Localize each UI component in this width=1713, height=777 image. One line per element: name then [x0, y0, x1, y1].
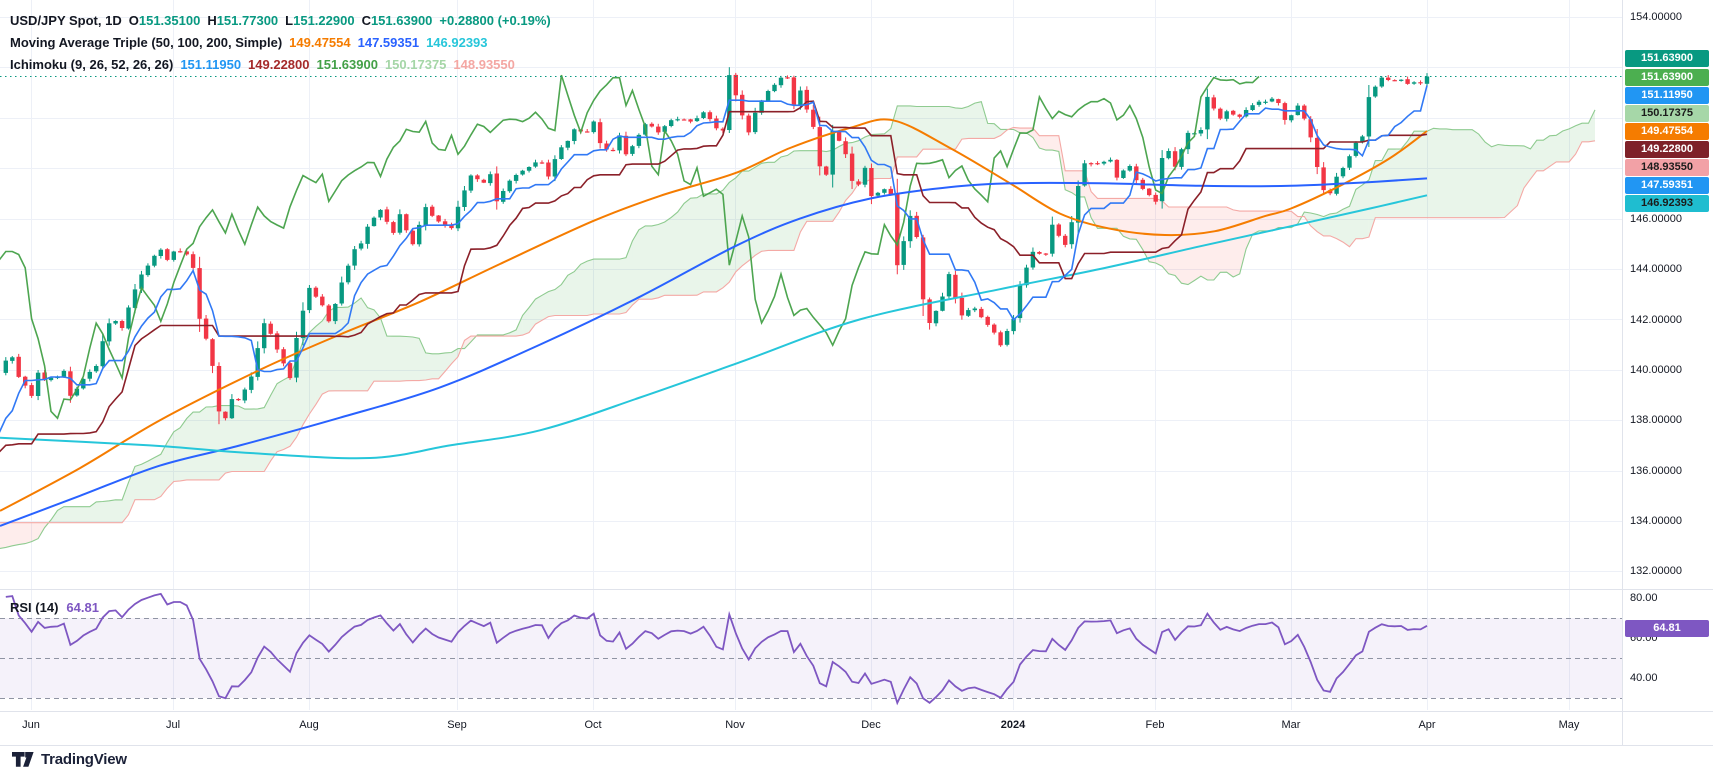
ohlc-o: O151.35100: [128, 12, 201, 28]
rsi-axis-label: 80.00: [1630, 592, 1658, 604]
rsi-line: [5, 592, 1428, 706]
time-axis-label: Aug: [299, 719, 319, 731]
tenkan-sen-line: [0, 85, 1428, 433]
time-axis-label: Mar: [1281, 719, 1301, 731]
price-badge: 150.17375: [1625, 104, 1709, 122]
price-axis-label: 142.00000: [1630, 314, 1682, 326]
price-axis-label: 146.00000: [1630, 213, 1682, 225]
price-badge: 149.47554: [1625, 122, 1709, 140]
time-axis-label: Dec: [861, 719, 881, 731]
price-badge: 151.63900: [1625, 49, 1709, 67]
rsi-legend-row[interactable]: RSI (14) 64.81: [10, 600, 99, 615]
candlestick-series: [3, 67, 1430, 425]
time-axis-label: Jul: [165, 719, 181, 731]
rsi-indicator-title: RSI (14): [10, 600, 59, 615]
ma-indicator-title: Moving Average Triple (50, 100, 200, Sim…: [10, 34, 283, 50]
change-value: +0.28800 (+0.19%): [439, 12, 551, 28]
price-pane: [0, 67, 1596, 549]
rsi-badge: 64.81: [1625, 619, 1709, 637]
price-badge: 146.92393: [1625, 194, 1709, 212]
price-axis-label: 138.00000: [1630, 414, 1682, 426]
ma-legend-row[interactable]: Moving Average Triple (50, 100, 200, Sim…: [10, 31, 551, 53]
time-axis-label: Oct: [584, 719, 602, 731]
footer-branding[interactable]: TradingView: [12, 751, 127, 768]
indicator-value-3: 150.17375: [384, 56, 447, 72]
price-badge: 151.11950: [1625, 86, 1709, 104]
ichimoku-cloud: [0, 101, 1595, 549]
ohlc-c: C151.63900: [361, 12, 433, 28]
time-axis[interactable]: Jun Jul Aug Sep Oct Nov Dec 2024 Feb Mar Apr May: [0, 712, 1713, 745]
indicator-value-2: 151.63900: [316, 56, 378, 72]
ohlc-values: O151.35100 H151.77300 L151.22900 C151.63900: [129, 13, 433, 28]
main-legend: USD/JPY Spot, 1D O151.35100 H151.77300 L15…: [10, 9, 551, 75]
indicator-value-2: 146.92393: [426, 34, 488, 50]
indicator-value-0: 151.11950: [180, 56, 242, 72]
price-axis[interactable]: 154.00000 146.00000 144.00000 142.00000 140.…: [1623, 0, 1713, 745]
price-axis-label: 134.00000: [1630, 515, 1682, 527]
price-badge: 147.59351: [1625, 176, 1709, 194]
price-badge: 151.63900: [1625, 68, 1709, 86]
time-axis-label: Sep: [447, 719, 467, 731]
brand-name: TradingView: [41, 751, 127, 768]
ma100-line: [0, 177, 1428, 527]
pane-separators: [0, 0, 1713, 746]
ohlc-h: H151.77300: [207, 12, 279, 28]
time-axis-label: Apr: [1418, 719, 1436, 731]
ichimoku-legend-row[interactable]: Ichimoku (9, 26, 52, 26, 26) 151.11950 14…: [10, 53, 551, 75]
price-badge: 148.93550: [1625, 158, 1709, 176]
symbol-legend-row[interactable]: USD/JPY Spot, 1D O151.35100 H151.77300 L15…: [10, 9, 551, 31]
rsi-pane: [0, 592, 1622, 706]
price-axis-label: 132.00000: [1630, 565, 1682, 577]
indicator-value-1: 147.59351: [357, 34, 420, 50]
time-axis-label: Feb: [1145, 719, 1165, 731]
ichimoku-values: 151.11950 149.22800 151.63900 150.17375 148.…: [180, 57, 515, 72]
time-axis-label: 2024: [1000, 719, 1026, 731]
indicator-value-0: 149.47554: [289, 34, 351, 50]
time-axis-label: Jun: [22, 719, 40, 731]
indicator-value-1: 149.22800: [248, 56, 310, 72]
chikou-span-line: [0, 74, 1260, 420]
rsi-axis-label: 40.00: [1630, 672, 1658, 684]
price-axis-label: 140.00000: [1630, 364, 1682, 376]
time-axis-label: May: [1558, 719, 1580, 731]
gridlines: [0, 0, 1622, 710]
price-axis-label: 144.00000: [1630, 263, 1682, 275]
ichimoku-indicator-title: Ichimoku (9, 26, 52, 26, 26): [10, 56, 174, 72]
rsi-value: 64.81: [66, 600, 99, 615]
ma-values: 149.47554 147.59351 146.92393: [289, 35, 487, 50]
tradingview-logo-icon: [12, 752, 34, 767]
price-badge: 149.22800: [1625, 140, 1709, 158]
price-axis-label: 154.00000: [1630, 11, 1682, 23]
symbol-title: USD/JPY Spot, 1D: [10, 12, 122, 28]
price-axis-label: 136.00000: [1630, 465, 1682, 477]
indicator-value-4: 148.93550: [453, 56, 515, 72]
ma200-line: [0, 194, 1428, 460]
time-axis-label: Nov: [725, 719, 745, 731]
ohlc-l: L151.22900: [285, 12, 355, 28]
